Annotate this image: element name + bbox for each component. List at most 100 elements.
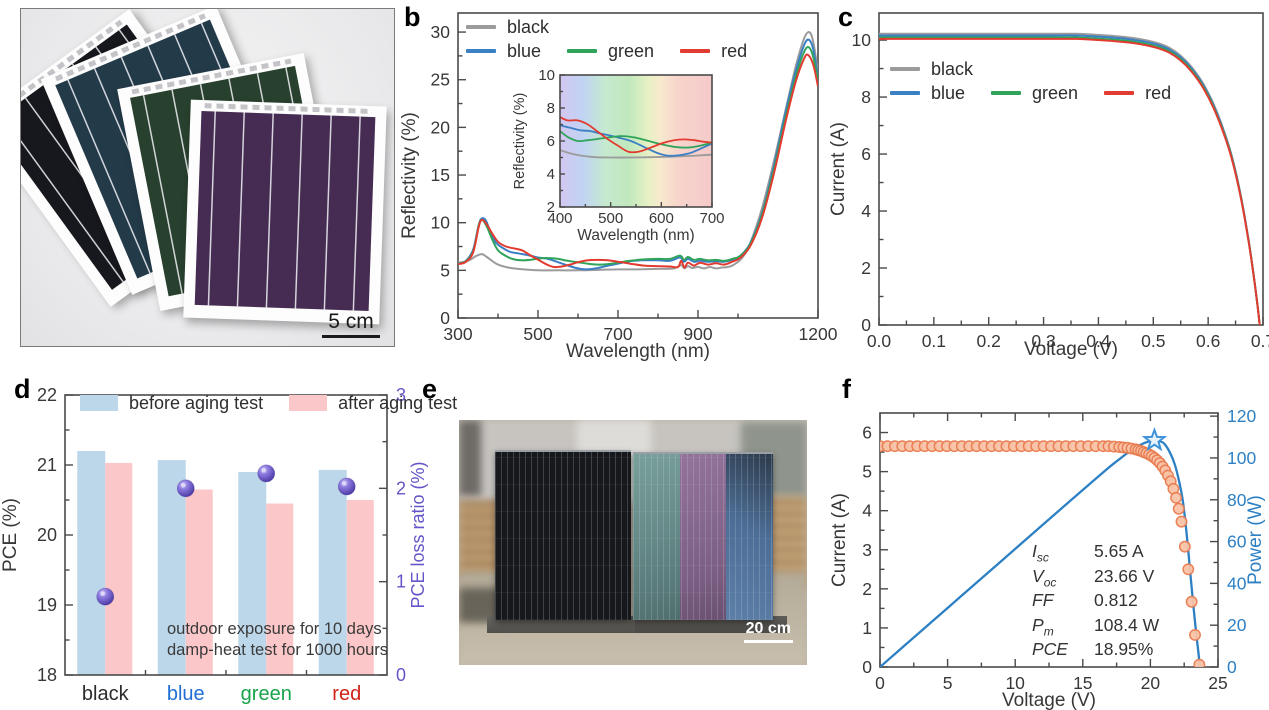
solar-cell-red — [183, 99, 387, 325]
loss-ratio-sphere-green — [257, 464, 276, 483]
mpp-star-marker — [1141, 426, 1168, 452]
category-label-black: black — [82, 683, 130, 705]
module-gridlines — [495, 452, 631, 620]
svg-text:10: 10 — [1005, 673, 1025, 693]
panel-label-b: b — [404, 2, 421, 32]
legend-item-before-aging-test: before aging test — [80, 393, 263, 414]
axis-label: PCE loss ratio (%) — [408, 461, 428, 608]
legend-label: green — [1032, 82, 1079, 103]
legend-item-after-aging-test: after aging test — [289, 393, 457, 414]
svg-text:60: 60 — [1227, 532, 1247, 552]
legend-label: red — [721, 40, 748, 61]
svg-text:700: 700 — [699, 210, 724, 227]
bar-before-blue — [157, 460, 186, 675]
iv-parameter-table: Isc 5.65 A Voc 23.66 V FF 0.812 Pm 108.4 W PCE 18… — [1032, 541, 1159, 664]
legend-item-green: green — [991, 83, 1078, 104]
parameter-row: FF 0.812 — [1032, 590, 1159, 615]
parameter-value: 108.4 W — [1094, 614, 1160, 635]
parameter-row: Isc 5.65 A — [1032, 541, 1159, 566]
parameter-value: 18.95% — [1094, 639, 1154, 659]
svg-text:6: 6 — [547, 133, 555, 150]
legend-label: blue — [507, 40, 542, 61]
power-curve — [880, 439, 1202, 667]
parameter-value: 23.66 V — [1094, 565, 1155, 586]
svg-text:0: 0 — [862, 657, 872, 677]
background-column — [459, 420, 481, 496]
svg-text:30: 30 — [431, 22, 451, 42]
parameter-symbol: FF — [1032, 590, 1054, 610]
svg-text:500: 500 — [523, 324, 552, 344]
panel-a-photo: 5 cm — [20, 8, 395, 347]
module-base-left — [487, 616, 641, 633]
svg-text:0: 0 — [396, 665, 406, 685]
panel-label-e: e — [422, 374, 438, 404]
parameter-row: PCE 18.95% — [1032, 639, 1159, 664]
svg-text:0.7: 0.7 — [1251, 331, 1269, 351]
legend-swatch — [680, 49, 711, 53]
svg-text:0.4: 0.4 — [1086, 331, 1111, 351]
legend-swatch — [466, 49, 496, 53]
aging-annotation-line2: damp-heat test for 1000 hours — [167, 641, 389, 659]
legend-swatch — [890, 91, 920, 95]
svg-text:18: 18 — [37, 665, 57, 685]
svg-text:1: 1 — [862, 618, 872, 638]
svg-text:4: 4 — [861, 201, 871, 221]
category-label-green: green — [241, 683, 292, 705]
svg-text:25: 25 — [431, 70, 450, 90]
svg-text:1200: 1200 — [799, 324, 838, 344]
parameter-symbol: Isc — [1032, 541, 1049, 565]
parameter-symbol: Voc — [1032, 565, 1057, 590]
svg-text:0.1: 0.1 — [922, 331, 946, 351]
svg-text:3: 3 — [862, 540, 872, 560]
legend-label: blue — [931, 82, 966, 103]
svg-text:19: 19 — [37, 595, 57, 615]
bar-after-blue — [185, 489, 213, 675]
svg-text:1: 1 — [396, 572, 406, 592]
legend-d: before aging test after aging test — [80, 391, 457, 415]
bar-before-black — [77, 451, 106, 675]
inset-series-green — [559, 130, 713, 149]
panel-label-c: c — [838, 2, 854, 32]
legend-swatch — [991, 91, 1022, 95]
module-band-teal — [633, 454, 680, 620]
svg-text:21: 21 — [37, 455, 57, 475]
iv-scatter — [880, 440, 1206, 667]
parameter-row: Pm 108.4 W — [1032, 615, 1159, 640]
svg-text:5: 5 — [943, 673, 953, 693]
parameter-value: 5.65 A — [1094, 541, 1144, 561]
chart-c-iv-cells: 0.0 0.1 0.2 0.3 0.4 0.5 0.6 0.7 0 2 4 6 8 10 Voltage (… — [830, 12, 1269, 360]
axis-label: Power (W) — [1245, 495, 1266, 585]
svg-text:0.3: 0.3 — [1031, 331, 1055, 351]
svg-text:2: 2 — [396, 478, 406, 498]
svg-text:4: 4 — [547, 166, 555, 183]
svg-text:4: 4 — [862, 501, 872, 521]
x-axis-label: Wavelength (nm) — [566, 341, 710, 362]
svg-text:8: 8 — [861, 87, 871, 107]
svg-text:20: 20 — [37, 525, 57, 545]
x-axis-label: Voltage (V) — [1024, 339, 1118, 360]
legend-label: green — [608, 40, 655, 61]
svg-text:80: 80 — [1227, 490, 1247, 510]
panel-label-d: d — [14, 374, 31, 404]
bar-after-green — [266, 503, 294, 675]
legend-label: black — [931, 58, 974, 79]
series-red — [879, 37, 1261, 325]
scale-bar-e: 20 cm — [743, 620, 793, 643]
svg-text:15: 15 — [431, 165, 450, 185]
svg-text:3: 3 — [396, 385, 406, 405]
axis-label: Current (A) — [830, 122, 849, 216]
svg-text:0: 0 — [1227, 657, 1237, 677]
svg-text:2: 2 — [547, 199, 555, 216]
scale-bar-a-label: 5 cm — [328, 309, 374, 333]
legend-label: red — [1145, 82, 1172, 103]
parameter-symbol: PCE — [1032, 639, 1068, 659]
scale-bar-a-line — [322, 334, 380, 338]
legend-label: after aging test — [338, 392, 458, 413]
legend-label: before aging test — [129, 392, 264, 413]
svg-text:20: 20 — [1141, 673, 1161, 693]
svg-text:0: 0 — [875, 673, 885, 693]
series-red — [458, 53, 818, 269]
inset-series-red — [559, 116, 713, 154]
legend-item-blue: blue — [466, 41, 541, 62]
svg-text:120: 120 — [1227, 406, 1256, 426]
